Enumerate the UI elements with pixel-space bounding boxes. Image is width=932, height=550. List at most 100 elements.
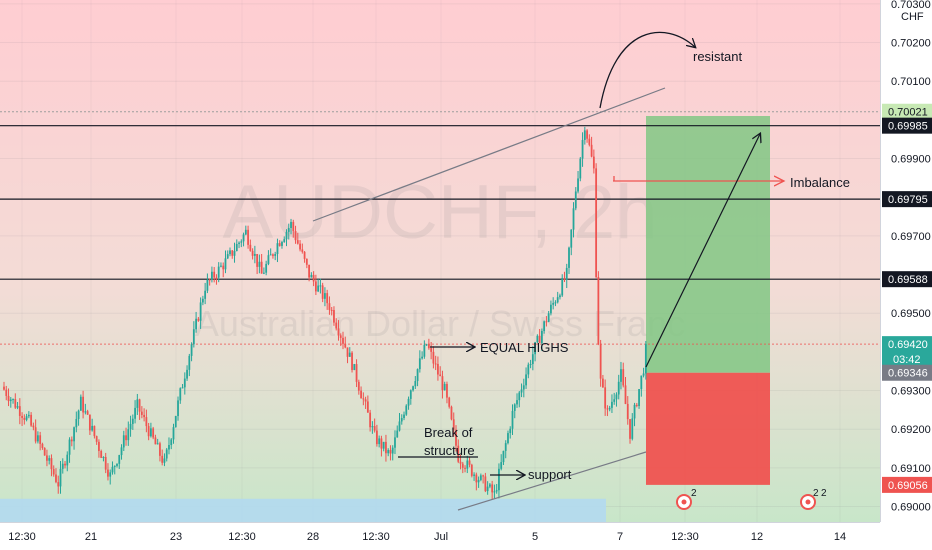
time-tick-label: 12:30 <box>362 531 390 543</box>
candle-body <box>391 447 394 454</box>
candle-body <box>644 344 647 374</box>
time-tick-label: Jul <box>434 531 448 543</box>
candle-body <box>170 439 173 446</box>
candle-body <box>27 414 30 417</box>
candle-body <box>382 441 385 449</box>
candle-body <box>556 297 559 303</box>
candle-body <box>32 425 35 428</box>
candle-body <box>208 279 211 281</box>
candle-body <box>540 331 543 343</box>
candle-body <box>226 254 229 259</box>
candle-body <box>443 383 446 391</box>
price-axis[interactable]: 0.70300 0.70200 0.70100 0.69900 0.69700 0.695… <box>891 0 931 514</box>
candle-body <box>617 381 620 395</box>
candle-body <box>165 449 168 459</box>
time-axis[interactable]: 12:30 21 23 12:30 28 12:30 Jul 5 7 12:30 12 14 <box>8 531 846 543</box>
candle-body <box>109 472 112 477</box>
candle-body <box>484 476 487 492</box>
candle-body <box>281 241 283 246</box>
candle-body <box>412 386 414 391</box>
candle-body <box>357 381 360 391</box>
candle-body <box>256 253 259 267</box>
candle-body <box>362 398 365 400</box>
candle-body <box>626 403 629 420</box>
event-badges[interactable]: 2 2 2 <box>676 488 827 510</box>
candle-body <box>267 255 270 264</box>
candle-body <box>574 191 577 209</box>
candle-body <box>321 285 324 299</box>
candle-body <box>199 302 202 321</box>
candle-body <box>491 484 494 493</box>
candle-body <box>299 243 301 250</box>
long-position-tool[interactable] <box>646 116 770 485</box>
resistance-trendline <box>312 87 666 222</box>
candle-body <box>57 482 60 487</box>
candle-body <box>231 250 234 256</box>
candle-body <box>249 244 252 251</box>
candle-body <box>238 242 240 244</box>
candle-body <box>351 352 353 370</box>
candle-body <box>563 277 566 280</box>
horizontal-levels[interactable] <box>0 111 880 345</box>
candle-body <box>500 462 503 469</box>
candle-body <box>204 290 207 299</box>
candle-body <box>482 475 485 477</box>
candle-body <box>495 490 498 492</box>
candle-body <box>452 419 455 430</box>
time-axis-panel[interactable] <box>0 522 932 550</box>
candle-body <box>30 414 33 426</box>
candle-body <box>285 231 288 240</box>
candle-body <box>405 405 408 415</box>
candle-body <box>409 390 412 399</box>
candle-body <box>493 491 496 493</box>
candle-body <box>174 416 177 428</box>
candle-body <box>489 484 491 487</box>
price-label-box <box>882 271 932 288</box>
currency-label: CHF <box>901 11 924 23</box>
candle-body <box>441 376 444 391</box>
candle-body <box>152 428 155 438</box>
candle-body <box>371 426 374 428</box>
candle-body <box>107 469 109 477</box>
target-zone <box>646 116 770 373</box>
price-label-box <box>882 117 932 134</box>
drawings[interactable] <box>312 31 784 511</box>
price-tick-label: 0.69900 <box>891 154 931 166</box>
candle-body <box>520 389 523 393</box>
event-badge-count: 2 <box>813 488 819 499</box>
candle-body <box>588 138 591 145</box>
candle-body <box>301 249 304 252</box>
candle-body <box>631 418 634 439</box>
candle-body <box>269 254 272 256</box>
candle-body <box>79 396 82 411</box>
price-axis-panel[interactable] <box>880 0 932 522</box>
candle-body <box>159 443 161 456</box>
candle-body <box>136 399 139 408</box>
price-tick-label: 0.69700 <box>891 231 931 243</box>
candle-body <box>425 344 428 346</box>
candle-body <box>16 406 19 408</box>
candle-body <box>278 243 281 246</box>
candle-body <box>73 427 75 442</box>
candle-body <box>477 479 480 483</box>
price-tick-label: 0.69300 <box>891 386 931 398</box>
candle-body <box>378 438 381 445</box>
candle-body <box>120 447 123 456</box>
candle-body <box>287 228 290 232</box>
time-tick-label: 23 <box>170 531 182 543</box>
price-labels: 0.70021 0.69985 0.69795 0.69588 0.69420 03:42… <box>882 103 932 493</box>
candle-body <box>118 455 121 464</box>
candle-body <box>138 399 141 412</box>
candle-body <box>93 425 96 437</box>
candle-body <box>303 251 306 259</box>
price-label-text: 0.69420 <box>888 339 928 351</box>
candle-body <box>272 254 274 256</box>
candle-body <box>407 398 410 406</box>
candle-body <box>394 437 396 448</box>
candle-body <box>552 302 555 305</box>
candle-body <box>389 449 392 454</box>
candle-body <box>21 415 23 418</box>
candle-body <box>294 231 297 241</box>
